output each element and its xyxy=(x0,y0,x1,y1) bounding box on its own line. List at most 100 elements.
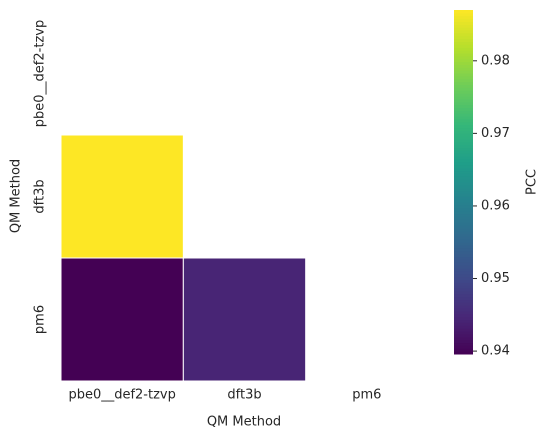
colorbar-segment xyxy=(454,170,473,174)
colorbar-segment xyxy=(454,113,473,117)
colorbar-segment xyxy=(454,44,473,48)
colorbar-segment xyxy=(454,213,473,217)
x-tick-label: dft3b xyxy=(227,388,261,403)
colorbar-segment xyxy=(454,193,473,197)
colorbar-segment xyxy=(454,118,473,123)
colorbar-segment xyxy=(454,67,473,71)
colorbar-segment xyxy=(454,116,473,120)
colorbar-segment xyxy=(454,18,473,22)
colorbar-segment xyxy=(454,276,473,280)
y-tick-label: pm6 xyxy=(33,305,48,334)
colorbar-segment xyxy=(454,124,473,129)
colorbar-segment xyxy=(454,342,473,346)
colorbar-segment xyxy=(454,35,473,40)
colorbar-segment xyxy=(454,313,473,318)
colorbar-segment xyxy=(454,87,473,91)
colorbar-tick-label: 0.95 xyxy=(481,271,510,286)
colorbar-segment xyxy=(454,93,473,97)
colorbar-segment xyxy=(454,96,473,100)
colorbar-segment xyxy=(454,104,473,108)
colorbar-segment xyxy=(454,24,473,28)
colorbar-segment xyxy=(454,15,473,20)
colorbar-segment xyxy=(454,256,473,260)
colorbar-segment xyxy=(454,296,473,301)
colorbar-segment xyxy=(454,247,473,252)
colorbar-tick-label: 0.94 xyxy=(481,344,510,359)
colorbar-segment xyxy=(454,242,473,246)
colorbar-segment xyxy=(454,250,473,255)
colorbar-segment xyxy=(454,27,473,31)
colorbar-segment xyxy=(454,61,473,65)
colorbar-segment xyxy=(454,227,473,232)
colorbar-segment xyxy=(454,348,473,352)
colorbar-segment xyxy=(454,147,473,151)
x-tick-label: pbe0__def2-tzvp xyxy=(68,388,175,403)
colorbar-segment xyxy=(454,176,473,180)
colorbar-segment xyxy=(454,282,473,286)
colorbar-segment xyxy=(454,262,473,266)
colorbar-segment xyxy=(454,265,473,269)
colorbar-segment xyxy=(454,187,473,192)
colorbar-segment xyxy=(454,316,473,321)
colorbar-segment xyxy=(454,339,473,344)
colorbar-segment xyxy=(454,32,473,37)
y-tick-label: pbe0__def2-tzvp xyxy=(33,20,48,127)
colorbar-segment xyxy=(454,345,473,349)
colorbar-segment xyxy=(454,331,473,335)
colorbar-segment xyxy=(454,259,473,263)
colorbar-segment xyxy=(454,139,473,143)
colorbar-segment xyxy=(454,53,473,57)
colorbar-segment xyxy=(454,333,473,338)
colorbar-segment xyxy=(454,322,473,326)
colorbar-label: PCC xyxy=(525,169,540,195)
heatmap-cell xyxy=(60,134,184,259)
colorbar-segment xyxy=(454,55,473,60)
colorbar-segment xyxy=(454,184,473,189)
colorbar-segment xyxy=(454,30,473,34)
colorbar-segment xyxy=(454,58,473,63)
colorbar-segment xyxy=(454,12,473,17)
colorbar-segment xyxy=(454,136,473,140)
colorbar-segment xyxy=(454,302,473,306)
colorbar-segment xyxy=(454,153,473,157)
colorbar-segment xyxy=(454,164,473,169)
colorbar-segment xyxy=(454,159,473,163)
colorbar-segment xyxy=(454,144,473,149)
colorbar-segment xyxy=(454,207,473,212)
colorbar-segment xyxy=(454,239,473,243)
colorbar-segment xyxy=(454,90,473,94)
colorbar-segment xyxy=(454,319,473,323)
colorbar-segment xyxy=(454,325,473,329)
colorbar-segment xyxy=(454,196,473,200)
colorbar-segment xyxy=(454,127,473,131)
y-tick-label: dft3b xyxy=(33,179,48,213)
colorbar-segment xyxy=(454,110,473,114)
colorbar-segment xyxy=(454,328,473,332)
colorbar-segment xyxy=(454,190,473,194)
colorbar-segment xyxy=(454,351,473,355)
colorbar-tick-label: 0.96 xyxy=(481,198,510,213)
colorbar-segment xyxy=(454,204,473,209)
colorbar-segment xyxy=(454,225,473,229)
colorbar-segment xyxy=(454,219,473,223)
colorbar-tick-label: 0.97 xyxy=(481,126,510,141)
colorbar-segment xyxy=(454,21,473,25)
colorbar-segment xyxy=(454,268,473,272)
colorbar-segment xyxy=(454,279,473,283)
colorbar-segment xyxy=(454,101,473,106)
colorbar-segment xyxy=(454,305,473,309)
colorbar-segment xyxy=(454,230,473,235)
colorbar-segment xyxy=(454,156,473,160)
colorbar-segment xyxy=(454,288,473,292)
colorbar-segment xyxy=(454,41,473,45)
colorbar-segment xyxy=(454,216,473,220)
colorbar-segment xyxy=(454,133,473,137)
colorbar-segment xyxy=(454,311,473,315)
colorbar-tick-label: 0.98 xyxy=(481,53,510,68)
colorbar-segment xyxy=(454,273,473,278)
colorbar-segment xyxy=(454,308,473,312)
colorbar-segment xyxy=(454,299,473,303)
colorbar-segment xyxy=(454,10,473,14)
colorbar-segment xyxy=(454,233,473,237)
